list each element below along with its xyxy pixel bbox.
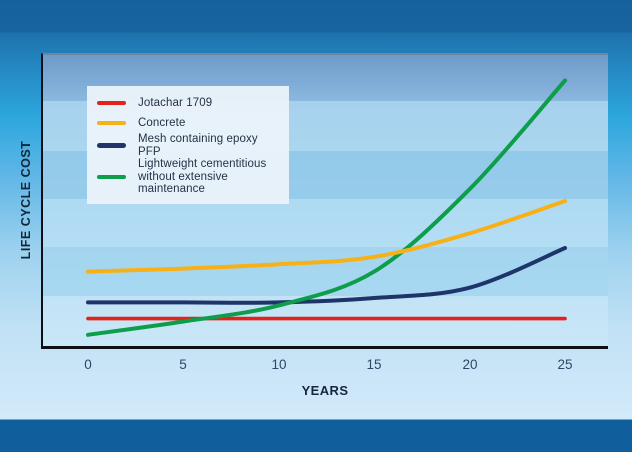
x-tick-0: 0 (84, 357, 92, 372)
series-line-concrete (86, 199, 567, 274)
legend-swatch-navy (97, 143, 126, 148)
series-line-lightweight-cementitious-without-extensive-maintenance (86, 78, 567, 337)
legend-label: Concrete (138, 116, 186, 129)
x-tick-10: 10 (271, 357, 287, 372)
legend: Jotachar 1709 Concrete Mesh containing e… (87, 86, 289, 204)
series-line-mesh-containing-epoxy-pfp (86, 246, 567, 305)
y-axis-title: LIFE CYCLE COST (19, 140, 33, 260)
legend-item-mesh-epoxy-pfp: Mesh containing epoxy PFP (97, 133, 283, 158)
legend-label: Mesh containing epoxy PFP (138, 133, 258, 158)
legend-label: Lightweight cementitious without extensi… (138, 158, 267, 195)
x-tick-15: 15 (366, 357, 382, 372)
plot-area: Jotachar 1709 Concrete Mesh containing e… (41, 53, 608, 349)
legend-item-jotachar: Jotachar 1709 (97, 93, 283, 113)
legend-item-concrete: Concrete (97, 113, 283, 133)
x-tick-20: 20 (462, 357, 478, 372)
chart-canvas (86, 78, 567, 337)
legend-label: Jotachar 1709 (138, 96, 213, 109)
legend-swatch-green (97, 174, 126, 179)
legend-item-lightweight-cementitious: Lightweight cementitious without extensi… (97, 158, 283, 196)
legend-swatch-yellow (97, 120, 126, 126)
x-tick-5: 5 (179, 357, 187, 372)
x-tick-25: 25 (557, 357, 573, 372)
legend-swatch-red (97, 100, 126, 106)
x-axis-title: YEARS (301, 383, 349, 398)
